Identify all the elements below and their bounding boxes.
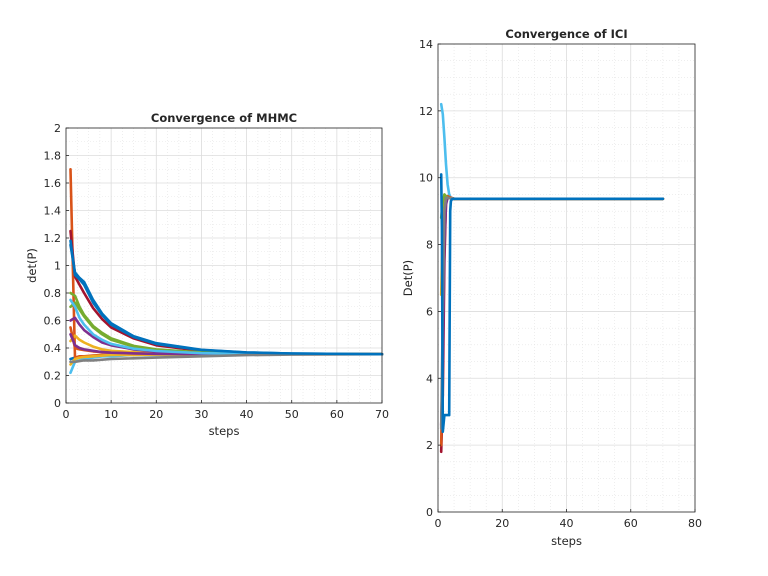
mhmc-y-tick-label: 0.4: [44, 342, 62, 355]
ici-y-axis-label: Det(P): [401, 260, 415, 296]
ici-y-tick-label: 6: [426, 305, 433, 318]
mhmc-y-tick-label: 0: [54, 397, 61, 410]
mhmc-series-line-14: [69, 352, 384, 364]
mhmc-series-line-15: [69, 243, 384, 356]
mhmc-minor-grid: [66, 128, 382, 403]
mhmc-x-axis-label: steps: [209, 424, 240, 438]
ici-y-tick-label: 2: [426, 439, 433, 452]
mhmc-y-tick-label: 1.8: [44, 150, 62, 163]
ici-y-tick-label: 12: [419, 105, 433, 118]
mhmc-y-tick-label: 1: [54, 260, 61, 273]
ici-y-tick-label: 14: [419, 38, 433, 51]
mhmc-y-tick-label: 2: [54, 122, 61, 135]
mhmc-y-tick-label: 1.2: [44, 232, 62, 245]
mhmc-chart-title: Convergence of MHMC: [151, 111, 297, 125]
mhmc-x-tick-label: 30: [194, 408, 208, 421]
mhmc-y-tick-label: 1.6: [44, 177, 62, 190]
mhmc-x-tick-label: 40: [240, 408, 254, 421]
ici-x-tick-label: 0: [435, 517, 442, 530]
mhmc-y-axis-label: det(P): [25, 248, 39, 283]
mhmc-y-tick-label: 1.4: [44, 205, 62, 218]
ici-x-tick-label: 60: [624, 517, 638, 530]
ici-y-tick-label: 4: [426, 372, 433, 385]
ici-chart: 0 20 40 60 80 0 2 4 6 8 10 12 14 Convergence of ICI st…: [401, 27, 702, 548]
ici-y-tick-label: 10: [419, 172, 433, 185]
mhmc-y-tick-label: 0.6: [44, 315, 62, 328]
mhmc-x-tick-label: 50: [285, 408, 299, 421]
ici-x-tick-label: 80: [688, 517, 702, 530]
ici-minor-grid: [438, 44, 695, 512]
mhmc-chart: 0 10 20 30 40 50 60 70 0 0.2 0.4 0.6 0.8 1 1.2 1.4 1.6 1.…: [25, 111, 389, 438]
ici-x-tick-label: 20: [495, 517, 509, 530]
mhmc-x-tick-label: 10: [104, 408, 118, 421]
ici-x-axis-label: steps: [551, 534, 582, 548]
mhmc-x-tick-label: 70: [375, 408, 389, 421]
ici-series-group: [439, 102, 665, 454]
mhmc-series-group: [69, 168, 384, 375]
mhmc-y-tick-label: 0.8: [44, 287, 62, 300]
mhmc-x-tick-label: 60: [330, 408, 344, 421]
ici-y-tick-label: 0: [426, 506, 433, 519]
ici-chart-title: Convergence of ICI: [505, 27, 627, 41]
ici-series-line-8: [439, 173, 665, 434]
ici-x-tick-label: 40: [560, 517, 574, 530]
ici-y-tick-label: 8: [426, 239, 433, 252]
mhmc-y-tick-label: 0.2: [44, 370, 62, 383]
mhmc-x-tick-label: 0: [63, 408, 70, 421]
mhmc-x-tick-label: 20: [149, 408, 163, 421]
